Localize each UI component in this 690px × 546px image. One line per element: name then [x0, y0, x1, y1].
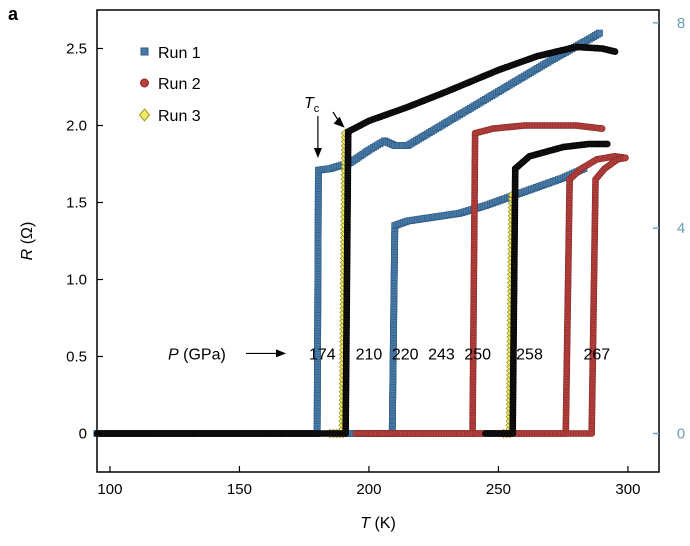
pressure-value-label: 243: [428, 346, 455, 363]
y-tick-label: 2.0: [66, 118, 87, 135]
pressure-label-main: P: [168, 346, 179, 363]
legend-marker-run-3: [138, 108, 151, 122]
pressure-value-label: 250: [464, 346, 491, 363]
plot-frame: [96, 9, 660, 473]
curve-black-250: [482, 140, 611, 437]
panel-label: a: [8, 4, 19, 24]
tc-label-main: T: [304, 95, 315, 112]
y-axis-label: R (Ω): [19, 222, 36, 261]
curve-run1-220: [339, 165, 588, 437]
pressure-axis-label: P (GPa): [168, 346, 226, 363]
plot-border: [96, 9, 660, 473]
tc-label: Tc: [304, 95, 320, 115]
x-tick-label: 150: [227, 481, 252, 498]
data-point: [596, 29, 603, 37]
data-curves: [93, 29, 629, 439]
x-axis-ticks: 100 150 200 250 300: [97, 466, 640, 498]
pressure-arrow-head: [276, 349, 286, 358]
legend: Run 1 Run 2 Run 3: [138, 45, 201, 125]
pressure-value-label: 220: [392, 346, 419, 363]
y2-tick-label: 4: [677, 220, 685, 237]
y-axis-label-main: R: [19, 248, 36, 260]
x-axis-label: T (K): [360, 515, 396, 532]
data-point: [621, 154, 629, 162]
legend-label-run-2: Run 2: [158, 76, 201, 93]
legend-marker-run-2: [140, 78, 149, 88]
y-tick-label: 2.5: [66, 41, 87, 58]
y2-tick-label: 0: [677, 426, 685, 443]
data-point: [611, 48, 619, 55]
x-axis-label-main: T: [360, 515, 371, 532]
tc-label-sub: c: [314, 103, 320, 115]
y2-tick-label: 8: [677, 15, 685, 32]
y-axis-ticks: 0 0.5 1.0 1.5 2.0 2.5: [66, 41, 103, 443]
curve-black-210: [93, 43, 619, 437]
pressure-value-label: 258: [516, 346, 543, 363]
annotations: 174 210 220 243 250 258 267 P (GPa) Tc: [168, 95, 610, 363]
pressure-label-unit: (GPa): [179, 346, 226, 363]
x-tick-label: 200: [356, 481, 381, 498]
pressure-value-label: 174: [309, 346, 336, 363]
data-point: [603, 140, 611, 148]
pressure-value-label: 210: [356, 346, 383, 363]
y-axis-label-unit: (Ω): [19, 222, 36, 249]
x-tick-label: 250: [486, 481, 511, 498]
y-tick-label: 0: [79, 426, 87, 443]
legend-marker-run-1: [140, 47, 149, 56]
secondary-y-axis-ticks: 0 4 8: [653, 15, 685, 443]
y-tick-label: 1.0: [66, 272, 87, 289]
x-axis-label-unit: (K): [370, 515, 396, 532]
tc-arrow-run1-head: [313, 148, 322, 158]
data-point: [598, 125, 606, 132]
y-tick-label: 0.5: [66, 349, 87, 366]
legend-label-run-3: Run 3: [158, 108, 201, 125]
x-tick-label: 100: [97, 481, 122, 498]
legend-label-run-1: Run 1: [158, 45, 201, 62]
tc-arrow-run3-head: [333, 116, 345, 128]
y-tick-label: 1.5: [66, 195, 87, 212]
pressure-value-label: 267: [583, 346, 610, 363]
x-tick-label: 300: [615, 481, 640, 498]
